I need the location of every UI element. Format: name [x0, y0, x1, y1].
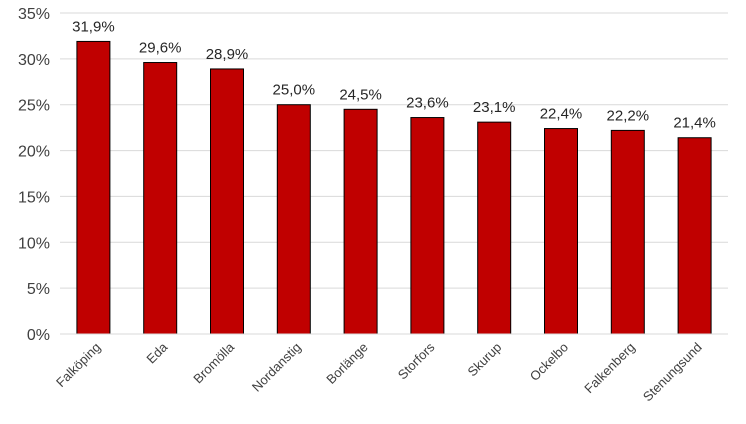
- data-label: 25,0%: [273, 82, 316, 99]
- bar: [477, 121, 512, 335]
- x-tick-label: Bromölla: [190, 339, 237, 386]
- bar: [76, 40, 111, 335]
- x-tick-label: Falköping: [53, 340, 103, 390]
- bar: [410, 117, 445, 335]
- bars: [76, 40, 712, 335]
- x-tick-label: Skurup: [465, 340, 505, 380]
- data-label: 23,1%: [473, 99, 516, 116]
- data-label: 23,6%: [406, 95, 449, 112]
- data-label: 22,4%: [540, 106, 583, 123]
- bar: [276, 104, 311, 335]
- y-tick-label: 20%: [18, 144, 50, 161]
- x-tick-label: Ockelbo: [527, 340, 571, 384]
- y-tick-label: 30%: [18, 52, 50, 69]
- x-tick-label: Stenungsund: [640, 340, 705, 405]
- data-label: 21,4%: [673, 115, 716, 132]
- data-label: 31,9%: [72, 18, 115, 35]
- data-label: 28,9%: [206, 46, 249, 63]
- x-tick-label: Eda: [143, 339, 171, 367]
- y-tick-label: 15%: [18, 189, 50, 206]
- x-tick-label: Nordanstig: [249, 340, 304, 395]
- x-tick-label: Storfors: [395, 339, 438, 382]
- data-label: 22,2%: [607, 107, 650, 124]
- y-tick-label: 25%: [18, 98, 50, 115]
- y-tick-label: 10%: [18, 235, 50, 252]
- bar: [343, 108, 378, 335]
- bar: [143, 62, 178, 335]
- data-label: 29,6%: [139, 40, 182, 57]
- x-tick-label: Falkenberg: [581, 340, 638, 397]
- x-tick-label: Borlänge: [323, 340, 370, 387]
- y-tick-label: 5%: [27, 281, 50, 298]
- y-tick-label: 0%: [27, 327, 50, 344]
- bar: [610, 129, 645, 335]
- bar: [677, 137, 712, 335]
- y-tick-label: 35%: [18, 6, 50, 23]
- bar: [544, 128, 578, 335]
- bar: [210, 68, 244, 335]
- data-label: 24,5%: [339, 86, 382, 103]
